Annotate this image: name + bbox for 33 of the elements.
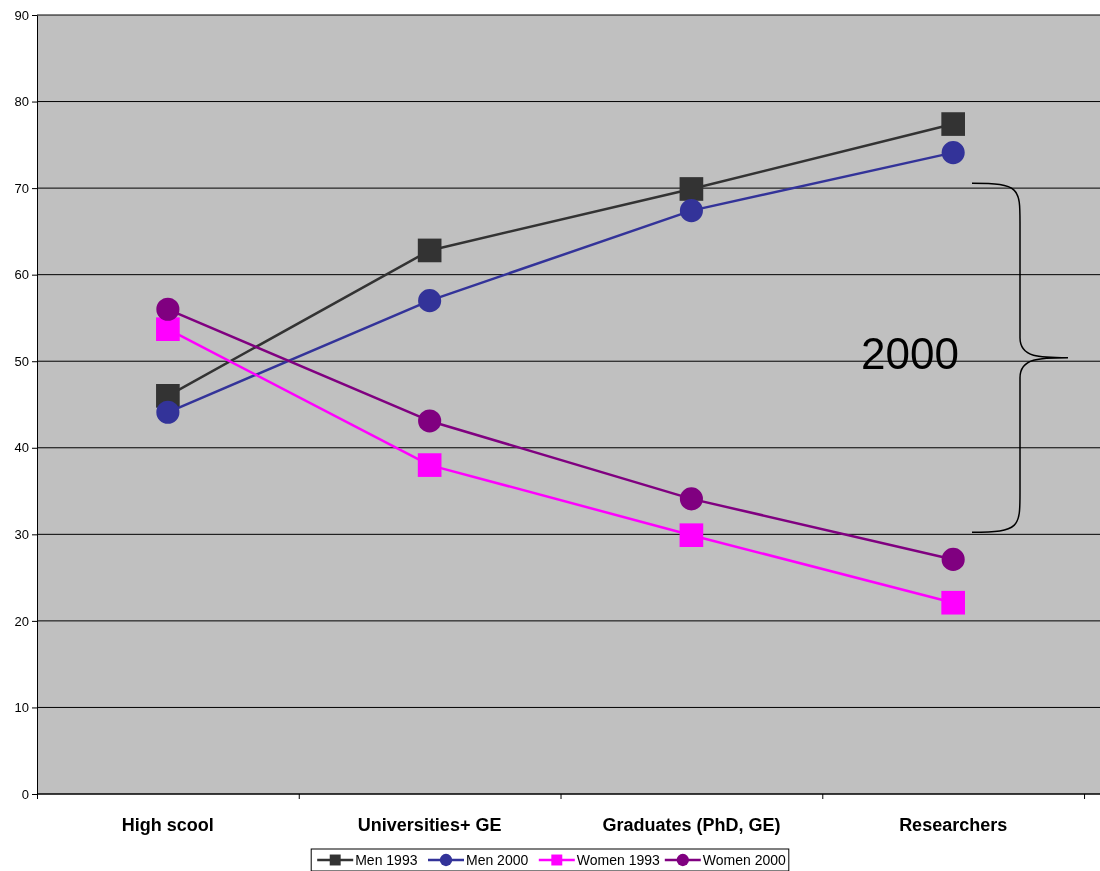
x-tick-label: Universities+ GE xyxy=(357,815,502,835)
point xyxy=(679,487,703,511)
y-tick-label: 20 xyxy=(14,613,29,629)
point xyxy=(679,199,703,223)
point xyxy=(417,238,442,263)
y-tick-label: 40 xyxy=(14,440,29,456)
x-tick-label: Researchers xyxy=(899,815,1008,835)
point xyxy=(156,297,180,321)
point xyxy=(156,317,180,342)
y-tick-label: 50 xyxy=(14,353,29,369)
point xyxy=(941,590,966,615)
point xyxy=(679,523,704,548)
y-tick-label: 30 xyxy=(14,526,29,542)
legend-label: Men 1993 xyxy=(355,852,418,868)
x-tick-label: Graduates (PhD, GE) xyxy=(602,815,781,835)
point xyxy=(418,409,442,433)
y-tick-label: 90 xyxy=(14,7,29,23)
point xyxy=(417,453,442,477)
y-tick-label: 10 xyxy=(14,700,29,716)
legend-label: Women 1993 xyxy=(576,852,661,868)
legend-label: Men 2000 xyxy=(466,852,529,868)
y-tick-label: 0 xyxy=(21,786,29,802)
y-tick-label: 60 xyxy=(14,267,29,283)
point xyxy=(941,141,965,165)
point xyxy=(418,289,442,313)
point xyxy=(941,112,966,136)
y-tick-label: 70 xyxy=(14,180,29,196)
y-tick-label: 80 xyxy=(14,94,29,110)
point xyxy=(941,547,965,571)
x-tick-label: High scool xyxy=(121,815,214,835)
point xyxy=(679,177,704,201)
point xyxy=(156,400,180,424)
legend-label: Women 2000 xyxy=(702,852,787,868)
